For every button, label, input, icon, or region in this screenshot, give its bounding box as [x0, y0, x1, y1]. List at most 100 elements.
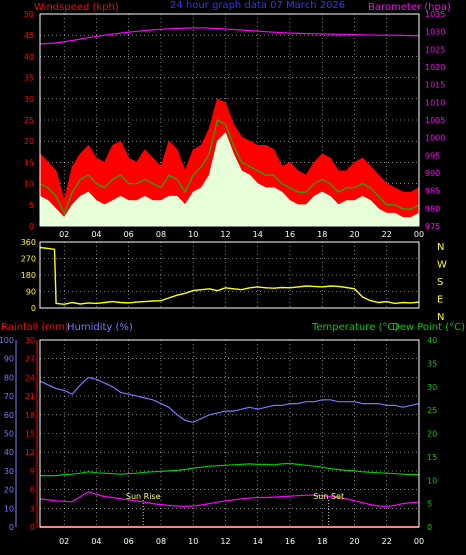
barometer-tick-label: 975: [425, 222, 440, 231]
humidity-tick-label: 100: [0, 336, 14, 345]
lower-hour-tick-label: 06: [124, 537, 134, 546]
dewpoint-axis-label: Dew Point (°C): [392, 322, 465, 333]
direction-tick-label: 90: [26, 288, 36, 297]
windspeed-tick-label: 45: [24, 31, 34, 40]
lower-hour-tick-label: 16: [285, 537, 295, 546]
hour-tick-label: 18: [317, 230, 327, 239]
direction-tick-label: 180: [21, 271, 36, 280]
lower-hour-tick-label: 02: [59, 537, 69, 546]
barometer-tick-label: 990: [425, 169, 440, 178]
rainfall-tick-label: 15: [25, 430, 35, 439]
barometer-tick-label: 1010: [425, 98, 445, 107]
temperature-tick-labels: 0 5 10 15 20 25 30 35 40: [427, 336, 437, 532]
rainfall-tick-label: 27: [25, 355, 35, 364]
windspeed-tick-label: 30: [24, 95, 34, 104]
hour-tick-labels: 02 04 06 08 10 12 14 16 18 20 22 00: [59, 230, 424, 239]
windspeed-tick-label: 40: [24, 52, 34, 61]
rainfall-tick-label: 12: [25, 448, 35, 457]
barometer-tick-label: 995: [425, 151, 440, 160]
rainfall-tick-label: 9: [30, 467, 35, 476]
barometer-tick-label: 980: [425, 204, 440, 213]
windspeed-tick-label: 0: [29, 222, 34, 231]
windspeed-axis-label: Windspeed (kph): [34, 2, 119, 13]
barometer-tick-label: 1020: [425, 63, 445, 72]
humidity-tick-label: 90: [4, 355, 14, 364]
direction-series: [39, 246, 420, 306]
barometer-tick-labels: 975 980 985 990 995 1000 1005 1010 1015 1020 1025 1…: [425, 10, 445, 231]
direction-tick-label: 0: [31, 304, 36, 313]
sunset-label: Sun Set: [313, 492, 344, 501]
windspeed-tick-label: 25: [24, 116, 34, 125]
rainfall-axis-label: Rainfall (mm): [1, 322, 69, 333]
humidity-tick-label: 0: [9, 523, 14, 532]
barometer-tick-label: 1005: [425, 116, 445, 125]
lower-hour-tick-label: 10: [188, 537, 198, 546]
compass-label: N: [437, 242, 444, 253]
humidity-tick-label: 80: [4, 373, 14, 382]
rainfall-tick-label: 30: [25, 336, 35, 345]
series-wind_avg: [39, 131, 420, 227]
humidity-tick-label: 50: [4, 430, 14, 439]
temperature-tick-label: 30: [427, 383, 437, 392]
barometer-tick-label: 1025: [425, 45, 445, 54]
rainfall-tick-labels: 0 3 6 9 12 15 18 21 24 27 30: [25, 336, 38, 532]
series-direction: [39, 246, 420, 306]
lower-hour-tick-label: 08: [156, 537, 166, 546]
windspeed-tick-labels: 0 5 10 15 20 25 30 35 40 45 50: [24, 10, 34, 231]
hour-tick-label: 08: [156, 230, 166, 239]
compass-label: W: [437, 260, 447, 271]
hour-tick-label: 14: [253, 230, 263, 239]
hour-tick-label: 20: [349, 230, 359, 239]
sunrise-label: Sun Rise: [126, 492, 161, 501]
temperature-tick-label: 0: [427, 523, 432, 532]
series-dewpoint: [39, 491, 420, 508]
hour-tick-label: 12: [220, 230, 230, 239]
wind-baro-series: [39, 27, 420, 227]
temperature-tick-label: 35: [427, 359, 437, 368]
lower-hour-tick-label: 04: [91, 537, 101, 546]
rainfall-tick-label: 24: [25, 373, 35, 382]
barometer-tick-label: 1000: [425, 134, 445, 143]
lower-hour-tick-label: 14: [253, 537, 263, 546]
temp-hum-gridlines: [40, 340, 420, 527]
rainfall-tick-label: 18: [25, 411, 35, 420]
hour-tick-label: 00: [414, 230, 424, 239]
temperature-tick-label: 25: [427, 406, 437, 415]
temperature-tick-label: 10: [427, 476, 437, 485]
humidity-tick-labels: 0 10 20 30 40 50 60 70 80 90 100: [0, 336, 17, 532]
rainfall-tick-label: 3: [30, 504, 35, 513]
direction-tick-label: 270: [21, 255, 36, 264]
direction-frame: [39, 241, 420, 309]
lower-hour-tick-label: 20: [349, 537, 359, 546]
chart-title: 24 hour graph data 07 March 2026: [170, 0, 345, 11]
lower-hour-tick-label: 18: [317, 537, 327, 546]
compass-label: S: [437, 277, 443, 288]
temperature-tick-label: 20: [427, 430, 437, 439]
windspeed-tick-label: 10: [24, 180, 34, 189]
hour-tick-label: 02: [59, 230, 69, 239]
hour-tick-label: 04: [91, 230, 101, 239]
windspeed-tick-label: 20: [24, 137, 34, 146]
barometer-tick-label: 1015: [425, 81, 445, 90]
series-temperature: [40, 462, 419, 477]
lower-hour-tick-label: 00: [414, 537, 424, 546]
barometer-tick-label: 1030: [425, 28, 445, 37]
rainfall-tick-label: 6: [30, 486, 35, 495]
rainfall-tick-label: 0: [30, 523, 35, 532]
direction-tick-labels: 0 90 180 270 360: [21, 238, 36, 313]
series-humidity: [39, 376, 420, 423]
temperature-tick-label: 5: [427, 500, 432, 509]
hour-tick-label: 10: [188, 230, 198, 239]
windspeed-tick-label: 5: [29, 201, 34, 210]
wind-baro-frame: [39, 13, 420, 227]
windspeed-tick-label: 15: [24, 158, 34, 167]
direction-gridlines: [40, 242, 420, 308]
hour-tick-label: 16: [285, 230, 295, 239]
sun-annotations: Sun Rise Sun Set: [126, 492, 344, 527]
rainfall-tick-label: 21: [25, 392, 35, 401]
lower-hour-tick-label: 22: [382, 537, 392, 546]
humidity-tick-label: 70: [4, 392, 14, 401]
humidity-tick-label: 40: [4, 448, 14, 457]
humidity-tick-label: 30: [4, 467, 14, 476]
